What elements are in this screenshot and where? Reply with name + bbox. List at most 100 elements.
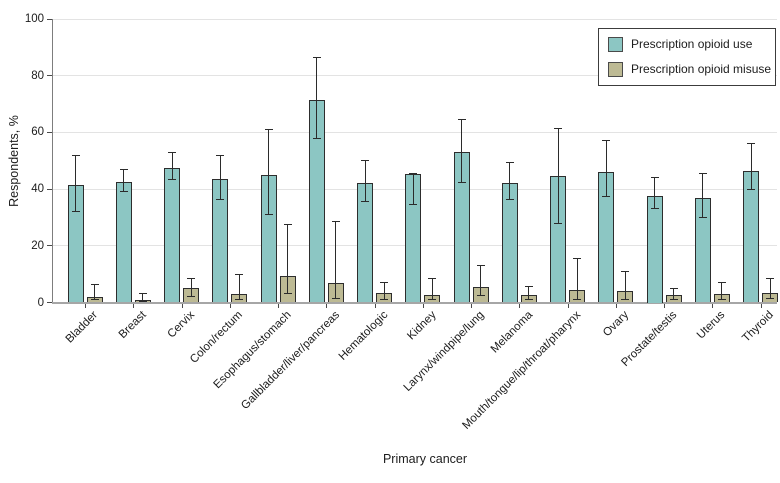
- error-bar-cap-top: [331, 221, 340, 223]
- x-axis-tick: [133, 303, 135, 308]
- bar-use-melanoma: [501, 183, 518, 303]
- error-bar-cap-bottom: [717, 299, 726, 301]
- error-bar-cap-bottom: [283, 293, 292, 295]
- error-bar-cap-top: [602, 140, 611, 142]
- error-bar-line: [364, 160, 366, 202]
- error-bar-line: [528, 286, 530, 300]
- error-bar-cap-top: [216, 154, 225, 156]
- gridline-80: [53, 75, 777, 77]
- x-category-label: Kidney: [404, 309, 439, 343]
- bar-use-breast: [115, 182, 132, 303]
- error-bar-cap-top: [554, 127, 562, 129]
- y-axis-tick: [47, 18, 52, 20]
- gridline-100: [53, 18, 777, 20]
- error-bar-line: [750, 143, 752, 190]
- error-bar-cap-bottom: [650, 208, 659, 210]
- error-bar-line: [123, 169, 125, 192]
- error-bar-line: [75, 155, 76, 212]
- error-bar-cap-top: [312, 56, 321, 58]
- legend: Prescription opioid use Prescription opi…: [598, 28, 776, 86]
- error-bar-cap-top: [476, 265, 485, 267]
- error-bar-cap-bottom: [264, 214, 273, 216]
- error-bar-line: [721, 282, 723, 300]
- error-bar-cap-bottom: [119, 191, 128, 193]
- error-bar-cap-bottom: [554, 222, 562, 224]
- error-bar-cap-bottom: [573, 299, 581, 301]
- error-bar-line: [316, 57, 318, 139]
- y-axis-tick: [47, 302, 52, 303]
- error-bar-cap-bottom: [187, 296, 195, 298]
- error-bar-line: [624, 271, 626, 300]
- x-axis-tick: [326, 303, 328, 308]
- y-axis-title: Respondents, %: [7, 115, 21, 207]
- x-axis-tick: [712, 303, 714, 308]
- error-bar-cap-top: [187, 277, 195, 279]
- y-axis-tick: [47, 75, 52, 77]
- error-bar-line: [431, 278, 433, 300]
- error-bar-cap-bottom: [747, 188, 755, 190]
- error-bar-cap-top: [428, 277, 437, 279]
- bar-use-thyroid: [743, 170, 759, 303]
- error-bar-cap-top: [747, 143, 755, 145]
- error-bar-line: [673, 288, 674, 300]
- legend-label-use: Prescription opioid use: [631, 37, 753, 51]
- error-bar-line: [171, 152, 173, 180]
- error-bar-cap-top: [90, 283, 99, 285]
- error-bar-cap-top: [766, 277, 774, 279]
- error-bar-cap-bottom: [361, 201, 369, 203]
- x-axis-tick: [664, 303, 665, 308]
- error-bar-line: [190, 278, 192, 297]
- error-bar-cap-bottom: [380, 299, 388, 301]
- error-bar-cap-bottom: [235, 299, 244, 301]
- legend-item-misuse: Prescription opioid misuse: [608, 62, 771, 77]
- error-bar-cap-top: [119, 168, 128, 170]
- legend-item-use: Prescription opioid use: [608, 37, 752, 52]
- error-bar-cap-top: [138, 293, 147, 295]
- error-bar-cap-bottom: [602, 195, 611, 197]
- error-bar-line: [219, 155, 221, 200]
- error-bar-cap-top: [524, 286, 533, 288]
- error-bar-line: [287, 224, 288, 294]
- x-category-label: Larynx/windpipe/lung: [401, 309, 487, 394]
- bar-use-prostate-testis: [646, 196, 663, 303]
- x-axis-tick: [471, 303, 472, 308]
- error-bar-cap-top: [71, 154, 80, 156]
- bar-use-cervix: [164, 167, 180, 303]
- error-bar-line: [412, 173, 414, 205]
- y-axis-tick: [47, 245, 52, 247]
- x-category-label: Hematologic: [336, 309, 390, 363]
- error-bar-line: [383, 282, 385, 300]
- error-bar-cap-bottom: [698, 216, 707, 218]
- error-bar-cap-bottom: [409, 204, 418, 206]
- error-bar-cap-bottom: [216, 198, 225, 200]
- y-tick-label: 0: [37, 296, 44, 309]
- error-bar-line: [605, 140, 607, 197]
- error-bar-cap-bottom: [71, 211, 80, 213]
- error-bar-line: [654, 177, 655, 209]
- error-bar-cap-bottom: [331, 297, 340, 299]
- error-bar-line: [335, 221, 337, 299]
- error-bar-cap-top: [573, 258, 581, 260]
- x-axis-tick: [422, 303, 424, 308]
- error-bar-line: [769, 278, 771, 299]
- y-axis-tick: [47, 188, 52, 190]
- x-category-label: Thyroid: [740, 309, 776, 345]
- x-axis-tick: [374, 303, 376, 308]
- error-bar-cap-top: [380, 282, 388, 284]
- x-axis-tick: [615, 303, 617, 308]
- error-bar-cap-top: [717, 282, 726, 284]
- legend-label-misuse: Prescription opioid misuse: [631, 62, 772, 76]
- error-bar-line: [480, 265, 481, 296]
- y-tick-label: 80: [31, 69, 44, 82]
- x-axis-title: Primary cancer: [382, 452, 468, 466]
- error-bar-line: [238, 274, 240, 300]
- error-bar-line: [509, 162, 511, 199]
- x-category-label: Uterus: [695, 309, 728, 342]
- error-bar-cap-top: [669, 287, 678, 289]
- error-bar-line: [557, 128, 559, 224]
- x-category-label: Ovary: [601, 309, 632, 340]
- x-axis-line: [52, 301, 777, 304]
- error-bar-cap-top: [283, 224, 292, 226]
- x-category-label: Cervix: [165, 309, 197, 341]
